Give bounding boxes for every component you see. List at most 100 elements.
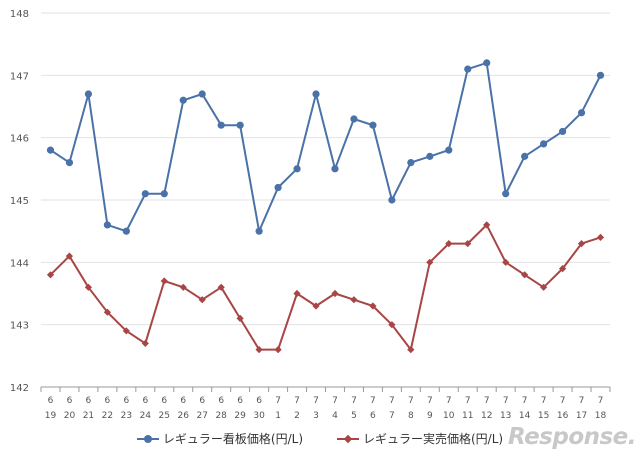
x-tick-label-month-20: 7 xyxy=(427,396,433,406)
point-0-19 xyxy=(407,159,415,167)
point-0-11 xyxy=(255,227,263,235)
point-1-8 xyxy=(198,296,206,304)
y-tick-label-147: 147 xyxy=(10,71,29,82)
x-tick-label-day-27: 16 xyxy=(557,411,569,421)
point-0-18 xyxy=(388,196,396,204)
x-tick-label-month-29: 7 xyxy=(598,396,604,406)
point-0-22 xyxy=(464,65,472,73)
x-tick-label-day-3: 22 xyxy=(102,411,113,421)
x-tick-label-day-24: 13 xyxy=(500,411,511,421)
x-tick-label-month-22: 7 xyxy=(465,396,471,406)
point-1-16 xyxy=(350,296,358,304)
point-1-12 xyxy=(274,346,282,354)
point-1-1 xyxy=(65,252,73,260)
point-1-13 xyxy=(293,289,301,298)
point-0-26 xyxy=(540,140,548,148)
x-tick-label-month-12: 7 xyxy=(275,396,281,406)
x-tick-label-day-20: 9 xyxy=(427,411,433,421)
x-tick-label-day-22: 11 xyxy=(462,411,473,421)
x-tick-label-month-5: 6 xyxy=(142,396,148,406)
line-chart: 1421431441451461471486196206216226236246… xyxy=(10,9,611,421)
x-tick-label-month-27: 7 xyxy=(560,396,566,406)
x-tick-label-month-7: 6 xyxy=(180,396,186,406)
point-0-10 xyxy=(236,121,244,129)
point-0-5 xyxy=(141,190,149,198)
point-1-11 xyxy=(255,346,263,354)
point-0-28 xyxy=(577,109,586,117)
point-0-15 xyxy=(331,165,339,173)
point-0-9 xyxy=(217,121,225,129)
point-1-7 xyxy=(179,283,187,291)
point-1-9 xyxy=(217,283,225,291)
point-1-19 xyxy=(407,346,415,354)
point-0-7 xyxy=(179,96,187,104)
y-tick-label-142: 142 xyxy=(10,383,29,394)
legend-marker-signboard xyxy=(136,434,159,444)
point-0-14 xyxy=(312,90,320,98)
point-1-17 xyxy=(369,302,377,310)
point-1-25 xyxy=(521,271,529,279)
point-0-3 xyxy=(103,221,111,229)
x-tick-label-day-26: 15 xyxy=(538,411,549,421)
x-tick-label-day-19: 8 xyxy=(408,411,414,421)
legend-item-signboard: レギュラー看板価格(円/L) xyxy=(136,430,303,447)
x-tick-label-month-24: 7 xyxy=(503,396,509,406)
point-0-4 xyxy=(122,227,130,235)
x-tick-label-month-11: 6 xyxy=(256,396,262,406)
point-0-20 xyxy=(426,152,434,160)
x-tick-label-month-19: 7 xyxy=(408,396,414,406)
x-tick-label-month-8: 6 xyxy=(199,396,205,406)
y-tick-label-145: 145 xyxy=(10,196,29,207)
point-1-14 xyxy=(312,302,320,310)
x-tick-label-month-14: 7 xyxy=(313,396,319,406)
legend-label-signboard: レギュラー看板価格(円/L) xyxy=(162,432,303,446)
x-tick-label-month-15: 7 xyxy=(332,396,338,406)
x-tick-label-day-16: 5 xyxy=(351,411,357,421)
x-tick-label-month-2: 6 xyxy=(86,396,92,406)
point-1-5 xyxy=(141,339,149,347)
point-0-2 xyxy=(84,90,93,98)
x-tick-label-month-4: 6 xyxy=(123,396,129,406)
point-0-13 xyxy=(293,165,301,173)
x-tick-label-day-1: 20 xyxy=(64,411,76,421)
point-1-0 xyxy=(46,271,55,279)
point-1-6 xyxy=(160,277,168,285)
x-tick-label-day-8: 27 xyxy=(196,411,207,421)
x-tick-label-day-9: 28 xyxy=(215,411,227,421)
point-0-16 xyxy=(350,115,358,123)
x-tick-label-day-4: 23 xyxy=(121,411,132,421)
legend-item-actual: レギュラー実売価格(円/L) xyxy=(337,430,503,447)
x-tick-label-day-17: 6 xyxy=(370,411,376,421)
legend: レギュラー看板価格(円/L) レギュラー実売価格(円/L) xyxy=(0,430,640,447)
y-tick-label-148: 148 xyxy=(10,9,29,20)
point-0-8 xyxy=(198,90,206,98)
x-tick-label-day-0: 19 xyxy=(45,411,57,421)
x-tick-label-day-29: 18 xyxy=(595,411,607,421)
x-tick-label-day-6: 25 xyxy=(159,411,170,421)
point-0-25 xyxy=(521,152,529,160)
x-tick-label-month-16: 7 xyxy=(351,396,357,406)
point-0-29 xyxy=(596,71,605,79)
point-1-21 xyxy=(445,240,453,248)
point-1-3 xyxy=(103,308,111,316)
legend-label-actual: レギュラー実売価格(円/L) xyxy=(363,432,504,446)
point-0-12 xyxy=(274,183,282,192)
point-0-27 xyxy=(558,127,567,136)
x-tick-label-month-10: 6 xyxy=(237,396,243,406)
x-tick-label-month-18: 7 xyxy=(389,396,395,406)
point-1-27 xyxy=(559,265,567,273)
x-tick-label-day-5: 24 xyxy=(140,411,152,421)
point-0-0 xyxy=(46,146,55,154)
point-1-29 xyxy=(596,233,605,241)
point-0-21 xyxy=(445,146,453,154)
point-1-10 xyxy=(236,314,244,322)
x-tick-label-month-26: 7 xyxy=(541,396,547,406)
point-1-20 xyxy=(426,258,434,266)
x-tick-label-day-11: 30 xyxy=(253,411,265,421)
x-tick-label-day-25: 14 xyxy=(519,411,531,421)
point-0-1 xyxy=(65,159,74,167)
point-1-22 xyxy=(464,240,472,248)
x-tick-label-month-23: 7 xyxy=(484,396,490,406)
x-tick-label-day-28: 17 xyxy=(576,411,587,421)
y-tick-label-143: 143 xyxy=(10,321,29,332)
